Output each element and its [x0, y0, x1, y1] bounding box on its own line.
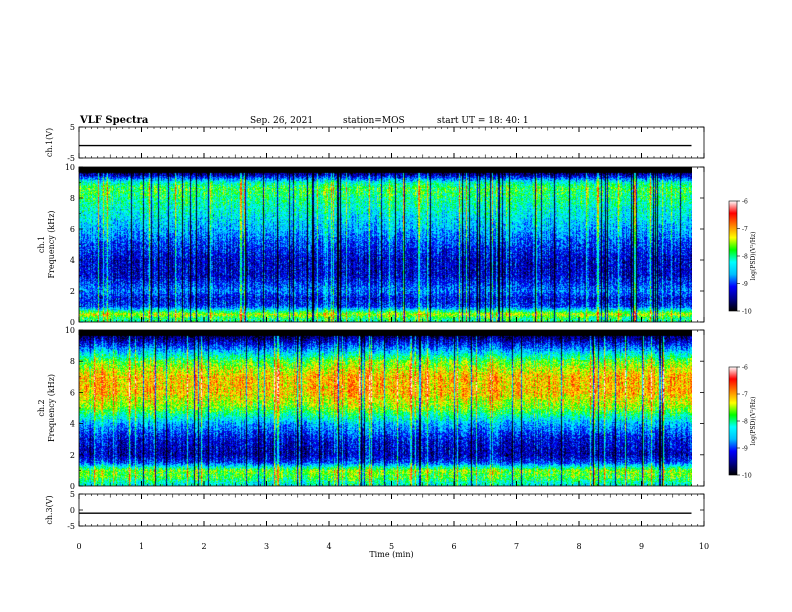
- y-tick-label: 5: [70, 123, 75, 132]
- y-tick-label: 0: [70, 318, 75, 327]
- y-tick-label: 2: [70, 287, 75, 296]
- y-tick-label: 8: [70, 357, 75, 366]
- x-tick-label: 10: [699, 542, 709, 551]
- y-tick-label: 4: [70, 256, 75, 265]
- colorbar-tick-label: -9: [742, 446, 748, 453]
- panel-3: -6 -7 -8 -9 -10 log(PSD)(V²/Hz) 0 2 4 6 8 10 ch.2 Fre…: [37, 326, 757, 491]
- panel-2: -6 -7 -8 -9 -10 log(PSD)(V²/Hz) 0 2 4 6 8 10 ch.1 Fre…: [37, 163, 757, 327]
- x-tick-label: 5: [389, 542, 394, 551]
- y-tick-label: 6: [70, 225, 75, 234]
- y-axis-label: Frequency (kHz): [47, 210, 56, 278]
- x-tick-label: 0: [76, 542, 81, 551]
- y-tick-label: 5: [70, 490, 75, 499]
- colorbar-tick-label: -10: [742, 473, 752, 480]
- x-tick-label: 3: [264, 542, 269, 551]
- colorbar: [728, 200, 738, 312]
- colorbar-tick-label: -9: [742, 281, 748, 288]
- y-tick-label: -5: [67, 154, 75, 163]
- panel-1: 5 -5 ch.1(V): [45, 123, 705, 163]
- colorbar-tick-label: -8: [742, 254, 748, 261]
- colorbar-tick-label: -10: [742, 309, 752, 316]
- colorbar-tick-label: -6: [742, 199, 748, 206]
- spectrogram-image: [79, 330, 692, 486]
- panel-4: 5 0 -5 ch.3(V): [45, 490, 705, 531]
- colorbar-label: log(PSD)(V²/Hz): [750, 232, 757, 281]
- y-tick-label: 0: [70, 482, 75, 491]
- spectrogram-image: [79, 167, 692, 322]
- colorbar-tick-label: -8: [742, 419, 748, 426]
- x-tick-label: 8: [576, 542, 581, 551]
- colorbar-tick-label: -6: [742, 365, 748, 372]
- y-tick-label: 4: [70, 420, 75, 429]
- y-axis-label: ch.1: [37, 236, 46, 253]
- y-tick-label: 6: [70, 388, 75, 397]
- x-axis: 0 1 2 3 4 5 6 7 8 9 10 Time (min): [76, 542, 709, 559]
- colorbar-tick-label: -7: [742, 392, 748, 399]
- y-tick-label: 2: [70, 451, 75, 460]
- y-axis-label: ch.3(V): [45, 495, 54, 524]
- plot-area: 5 -5 ch.1(V) -6 -7 -8 -9 -10 log(PSD)(V²/Hz) 0 2 4 6…: [37, 123, 757, 559]
- x-axis-label: Time (min): [369, 550, 413, 559]
- x-tick-label: 1: [139, 542, 144, 551]
- y-axis-label: ch.2: [37, 399, 46, 416]
- y-tick-label: 0: [70, 506, 75, 515]
- y-tick-label: 8: [70, 194, 75, 203]
- y-tick-label: -5: [67, 522, 75, 531]
- figure-header: VLF Spectra Sep. 26, 2021 station=MOS st…: [79, 115, 529, 126]
- station-label: station=MOS: [343, 116, 405, 126]
- x-tick-label: 7: [514, 542, 519, 551]
- x-tick-label: 4: [326, 542, 331, 551]
- start-time-label: start UT = 18: 40: 1: [437, 116, 529, 126]
- colorbar-tick-label: -7: [742, 226, 748, 233]
- x-tick-label: 2: [201, 542, 206, 551]
- x-tick-label: 6: [451, 542, 456, 551]
- y-tick-label: 10: [65, 326, 75, 335]
- colorbar-label: log(PSD)(V²/Hz): [750, 397, 757, 446]
- figure-title: VLF Spectra: [79, 115, 149, 126]
- colorbar: [728, 366, 738, 476]
- y-tick-label: 10: [65, 163, 75, 172]
- y-axis-label: Frequency (kHz): [47, 374, 56, 442]
- x-tick-label: 9: [639, 542, 644, 551]
- y-axis-label: ch.1(V): [45, 128, 54, 157]
- date-label: Sep. 26, 2021: [250, 116, 313, 126]
